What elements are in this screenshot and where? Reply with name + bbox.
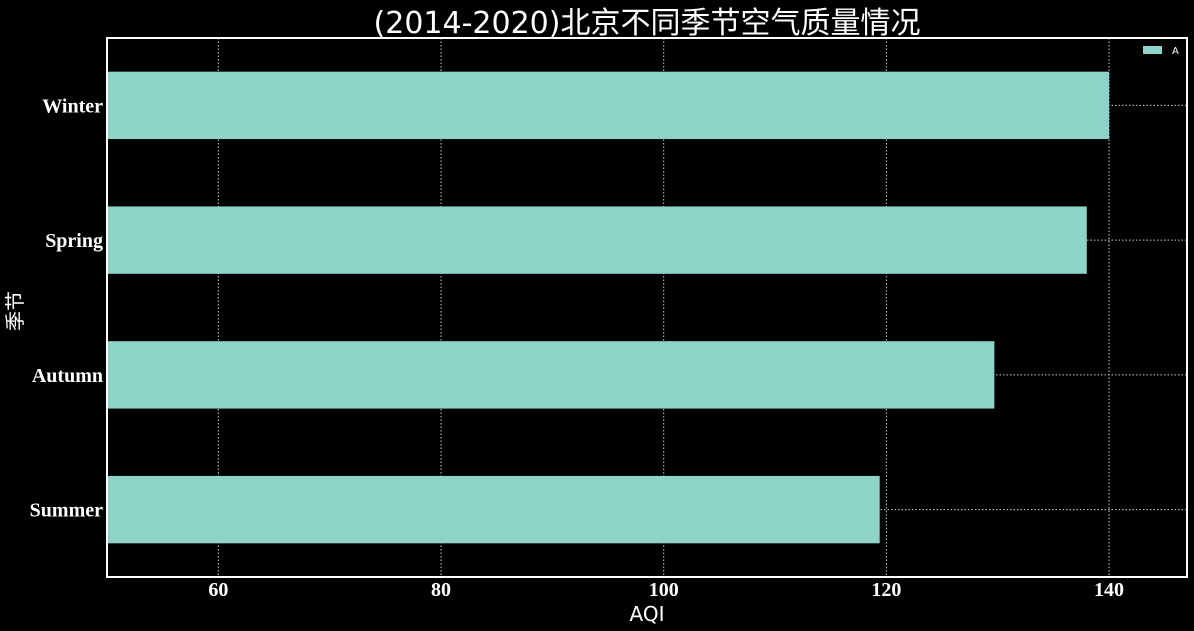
x-tick-label: 140 bbox=[1094, 579, 1124, 601]
x-axis-label: AQI bbox=[630, 602, 665, 626]
y-tick-label: Spring bbox=[45, 230, 103, 252]
legend-swatch bbox=[1143, 46, 1162, 54]
bar-summer bbox=[107, 476, 880, 543]
bar-autumn bbox=[107, 341, 994, 408]
x-tick-label: 60 bbox=[208, 579, 228, 601]
x-tick-label: 100 bbox=[649, 579, 679, 601]
bar-winter bbox=[107, 72, 1109, 139]
legend-label: A bbox=[1172, 46, 1179, 57]
y-tick-label: Summer bbox=[30, 500, 103, 522]
y-tick-label: Winter bbox=[42, 95, 103, 117]
y-tick-label: Autumn bbox=[32, 365, 103, 387]
x-tick-label: 120 bbox=[871, 579, 901, 601]
x-tick-label: 80 bbox=[431, 579, 451, 601]
y-axis-label: 季节 bbox=[3, 291, 27, 331]
chart-title: (2014-2020)北京不同季节空气质量情况 bbox=[374, 6, 921, 41]
bar-spring bbox=[107, 206, 1087, 273]
